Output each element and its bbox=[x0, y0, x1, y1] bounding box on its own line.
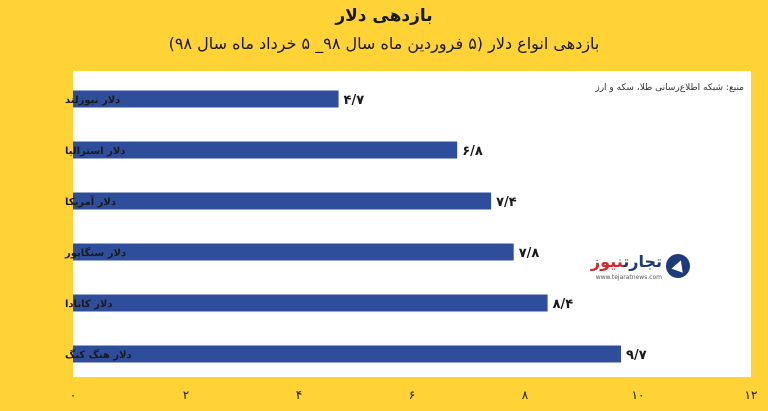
bar bbox=[73, 243, 514, 261]
bar bbox=[73, 345, 622, 363]
value-label: ۴/۷ bbox=[344, 93, 365, 108]
bar bbox=[73, 141, 458, 159]
x-tick-label: ۲ bbox=[183, 388, 189, 402]
value-label: ۷/۸ bbox=[519, 246, 540, 261]
value-label: ۷/۴ bbox=[496, 195, 517, 210]
chart-title: بازدهی دلار bbox=[335, 6, 433, 26]
x-tick-label: ۶ bbox=[409, 388, 415, 402]
value-label: ۶/۸ bbox=[462, 144, 483, 159]
value-label: ۹/۷ bbox=[626, 348, 647, 363]
x-tick-label: ۸ bbox=[522, 388, 529, 402]
source-note: منبع: شبکه اطلاع‌رسانی طلا، سکه و ارز bbox=[595, 83, 744, 93]
category-label: دلار هنگ کنگ bbox=[65, 349, 132, 361]
logo-text: تجارتنیوز bbox=[590, 252, 662, 271]
category-label: دلار آمریکا bbox=[65, 195, 116, 208]
x-tick-label: ۴ bbox=[296, 388, 302, 402]
category-label: دلار نیوزلند bbox=[65, 95, 120, 106]
plot-area bbox=[73, 71, 751, 377]
bar bbox=[73, 192, 492, 210]
x-tick-label: ۱۲ bbox=[745, 388, 758, 402]
value-label: ۸/۴ bbox=[553, 297, 574, 312]
brand-logo: تجارتنیوز www.tejaratnews.com bbox=[578, 248, 692, 288]
category-label: دلار سنگاپور bbox=[64, 246, 126, 259]
category-label: دلار کانادا bbox=[65, 299, 112, 310]
chart-subtitle: بازدهی انواع دلار (۵ فروردین ماه سال ۹۸_… bbox=[168, 34, 600, 53]
x-tick-label: ۱۰ bbox=[632, 388, 645, 402]
logo-icon bbox=[666, 254, 690, 278]
logo-url: www.tejaratnews.com bbox=[595, 274, 662, 281]
x-tick-label: ۰ bbox=[70, 388, 76, 402]
bar bbox=[73, 90, 339, 108]
bar bbox=[73, 294, 548, 312]
category-label: دلار استرالیا bbox=[65, 146, 125, 157]
